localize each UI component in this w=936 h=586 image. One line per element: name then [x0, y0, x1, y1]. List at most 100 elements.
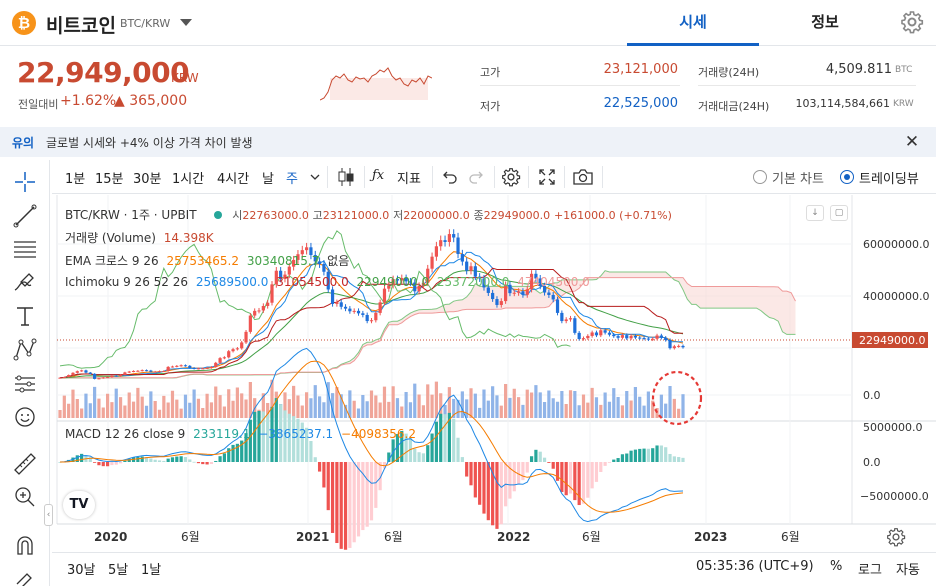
interval-1m[interactable]: 1분	[65, 172, 86, 187]
volume-bar	[417, 394, 421, 418]
fx-indicator-icon[interactable]: ƒx	[372, 168, 385, 183]
macd-histogram-bar	[443, 414, 447, 462]
auto-toggle[interactable]: 자동	[896, 563, 920, 578]
lock-drawing-icon[interactable]	[11, 562, 39, 586]
log-toggle[interactable]: 로그	[858, 563, 882, 578]
macd-histogram-bar	[599, 462, 603, 472]
undo-icon[interactable]	[442, 169, 458, 185]
macd-histogram-bar	[279, 404, 283, 462]
legend-ema[interactable]: EMA 크로스 9 26 25753465.2 30340815.7 없음	[65, 252, 349, 269]
volume-bar	[222, 406, 227, 418]
notice-text[interactable]: 글로벌 시세와 +4% 이상 가격 차이 발생	[46, 136, 253, 150]
trend-line-icon[interactable]	[11, 202, 39, 230]
crosshair-icon[interactable]	[11, 168, 39, 196]
coin-name[interactable]: 비트코인	[46, 15, 116, 37]
volume-bar	[378, 402, 382, 418]
interval-1h[interactable]: 1시간	[172, 172, 205, 187]
candle-body	[387, 285, 391, 289]
macd-tick: 0.0	[863, 456, 881, 469]
clock-time[interactable]: 05:35:36 (UTC+9)	[696, 559, 814, 574]
text-icon[interactable]	[11, 302, 39, 330]
volume-24h-value: 4,509.811	[825, 62, 892, 77]
volume-bar	[153, 401, 157, 418]
range-1d[interactable]: 1날	[141, 563, 162, 578]
interval-week[interactable]: 주	[286, 172, 298, 187]
tab-info[interactable]: 정보	[811, 13, 839, 31]
pane-down-icon[interactable]: ↓	[806, 205, 824, 221]
fullscreen-icon[interactable]	[538, 168, 556, 186]
coin-pair[interactable]: BTC/KRW	[120, 17, 171, 30]
ema-value-1: 25753465.2	[166, 254, 239, 268]
tradingview-logo[interactable]: TV	[63, 491, 95, 519]
legend-macd[interactable]: MACD 12 26 close 9 233119.1 −3865237.1 −…	[65, 427, 416, 441]
percent-toggle[interactable]: %	[830, 559, 843, 574]
macd-histogram-bar	[361, 462, 365, 531]
candle-body	[326, 271, 330, 290]
candle-type-icon[interactable]	[336, 166, 356, 188]
magnet-icon[interactable]	[11, 532, 39, 560]
macd-histogram-bar	[378, 462, 382, 491]
interval-15m[interactable]: 15분	[95, 172, 124, 187]
volume-tick: 0.0	[863, 389, 881, 402]
axis-settings-icon[interactable]	[886, 527, 906, 547]
pattern-icon[interactable]	[11, 336, 39, 364]
interval-day[interactable]: 날	[262, 172, 274, 187]
volume-bar	[586, 402, 590, 418]
basic-chart-label[interactable]: 기본 차트	[772, 172, 824, 187]
collapse-toolbar-handle[interactable]: ‹	[44, 504, 53, 526]
legend-ichimoku[interactable]: Ichimoku 9 26 52 26 25689500.0 31054500.…	[65, 275, 590, 289]
range-5d[interactable]: 5날	[108, 563, 129, 578]
horizontal-lines-icon[interactable]	[11, 235, 39, 263]
macd-histogram-bar	[607, 462, 612, 463]
pane-maximize-icon[interactable]: ▢	[830, 205, 848, 221]
candle-body	[153, 371, 157, 373]
candle-body	[369, 320, 374, 322]
volume-bar	[352, 400, 356, 418]
macd-histogram-bar	[516, 462, 521, 484]
trading-view-radio[interactable]	[840, 170, 854, 184]
trading-view-label[interactable]: 트레이딩뷰	[859, 172, 919, 187]
interval-4h[interactable]: 4시간	[217, 172, 250, 187]
indicator-button[interactable]: 지표	[397, 172, 421, 187]
candle-body	[118, 374, 123, 377]
candle-body	[417, 285, 421, 292]
low-value: 22,525,000	[603, 96, 678, 111]
volume-bar	[499, 405, 503, 418]
brush-icon[interactable]	[11, 268, 39, 296]
chart-toolbar: 1분 15분 30분 1시간 4시간 날 주 ƒx 지표 기본 차트 트레이딩뷰	[52, 160, 936, 194]
divider	[528, 166, 529, 188]
tab-price[interactable]: 시세	[627, 0, 759, 46]
volume-bar	[183, 394, 188, 418]
volume-bar	[326, 382, 330, 418]
prediction-icon[interactable]	[11, 370, 39, 398]
redo-icon[interactable]	[468, 169, 484, 185]
volume-bar	[369, 390, 374, 418]
chevron-down-icon[interactable]	[309, 172, 321, 182]
volume-bar	[478, 407, 482, 418]
camera-icon[interactable]	[572, 168, 594, 186]
legend-volume[interactable]: 거래량 (Volume) 14.398K	[65, 229, 214, 246]
volume-bar	[75, 399, 79, 418]
candle-body	[261, 305, 265, 311]
candle-body	[335, 302, 339, 304]
range-30d[interactable]: 30날	[67, 563, 96, 578]
ruler-icon[interactable]	[11, 450, 39, 478]
divider	[480, 85, 680, 86]
interval-30m[interactable]: 30분	[133, 172, 162, 187]
candle-body	[356, 310, 361, 314]
basic-chart-radio[interactable]	[753, 170, 767, 184]
macd-histogram-bar	[343, 462, 348, 550]
close-icon[interactable]: ✕	[904, 132, 920, 152]
volume-24h-unit: BTC	[895, 65, 913, 75]
coin-dropdown-caret-icon[interactable]	[180, 19, 192, 26]
macd-histogram-bar	[577, 462, 581, 506]
emoji-icon[interactable]	[11, 403, 39, 431]
chart-settings-icon[interactable]	[501, 167, 521, 187]
candle-body	[655, 335, 659, 339]
candle-body	[456, 237, 460, 255]
settings-gear-icon[interactable]	[900, 10, 924, 34]
zoom-in-icon[interactable]	[11, 483, 39, 511]
ichimoku-value-5: 47404500.0	[517, 275, 590, 289]
candle-body	[266, 302, 270, 306]
